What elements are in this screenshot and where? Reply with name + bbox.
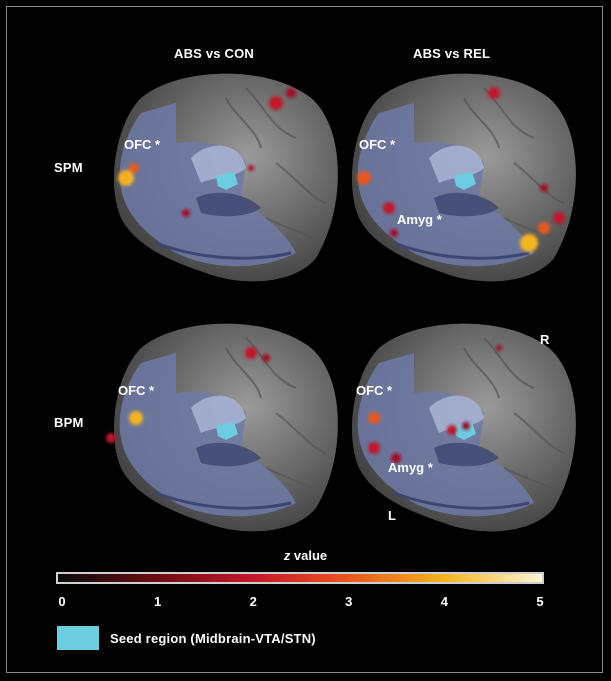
tag-ofc: OFC * — [118, 383, 155, 398]
tag-amyg: Amyg * — [397, 212, 442, 227]
colorbar-tick-label: 5 — [536, 594, 544, 609]
colorbar-tick-label: 3 — [345, 594, 353, 609]
row-label-bpm: BPM — [54, 415, 84, 430]
seed-region-swatch — [57, 626, 99, 650]
colorbar-tick-label: 2 — [249, 594, 257, 609]
tag-amyg: Amyg * — [388, 460, 433, 475]
brain-panel-bpm-abs-vs-con — [96, 318, 346, 538]
orientation-left: L — [388, 508, 397, 523]
colorbar-title-z: z — [283, 548, 291, 563]
brain-panel-bpm-abs-vs-rel — [334, 318, 584, 538]
colorbar-tick-label: 0 — [58, 594, 66, 609]
seed-region-legend-label: Seed region (Midbrain-VTA/STN) — [110, 631, 316, 646]
row-label-spm: SPM — [54, 160, 83, 175]
tag-ofc: OFC * — [356, 383, 393, 398]
figure-frame — [6, 6, 603, 673]
tag-ofc: OFC * — [124, 137, 161, 152]
orientation-right: R — [540, 332, 550, 347]
colorbar-title-rest: value — [290, 548, 328, 563]
colorbar-tick-label: 4 — [440, 594, 449, 609]
z-value-colorbar — [56, 572, 544, 584]
colorbar-title: z value — [0, 548, 611, 563]
tag-ofc: OFC * — [359, 137, 396, 152]
column-header-abs-vs-con: ABS vs CON — [174, 46, 255, 61]
column-header-abs-vs-rel: ABS vs REL — [413, 46, 491, 61]
brain-panel-spm-abs-vs-con — [96, 68, 346, 288]
brain-panel-spm-abs-vs-rel — [334, 68, 584, 288]
colorbar-tick-label: 1 — [153, 594, 162, 609]
